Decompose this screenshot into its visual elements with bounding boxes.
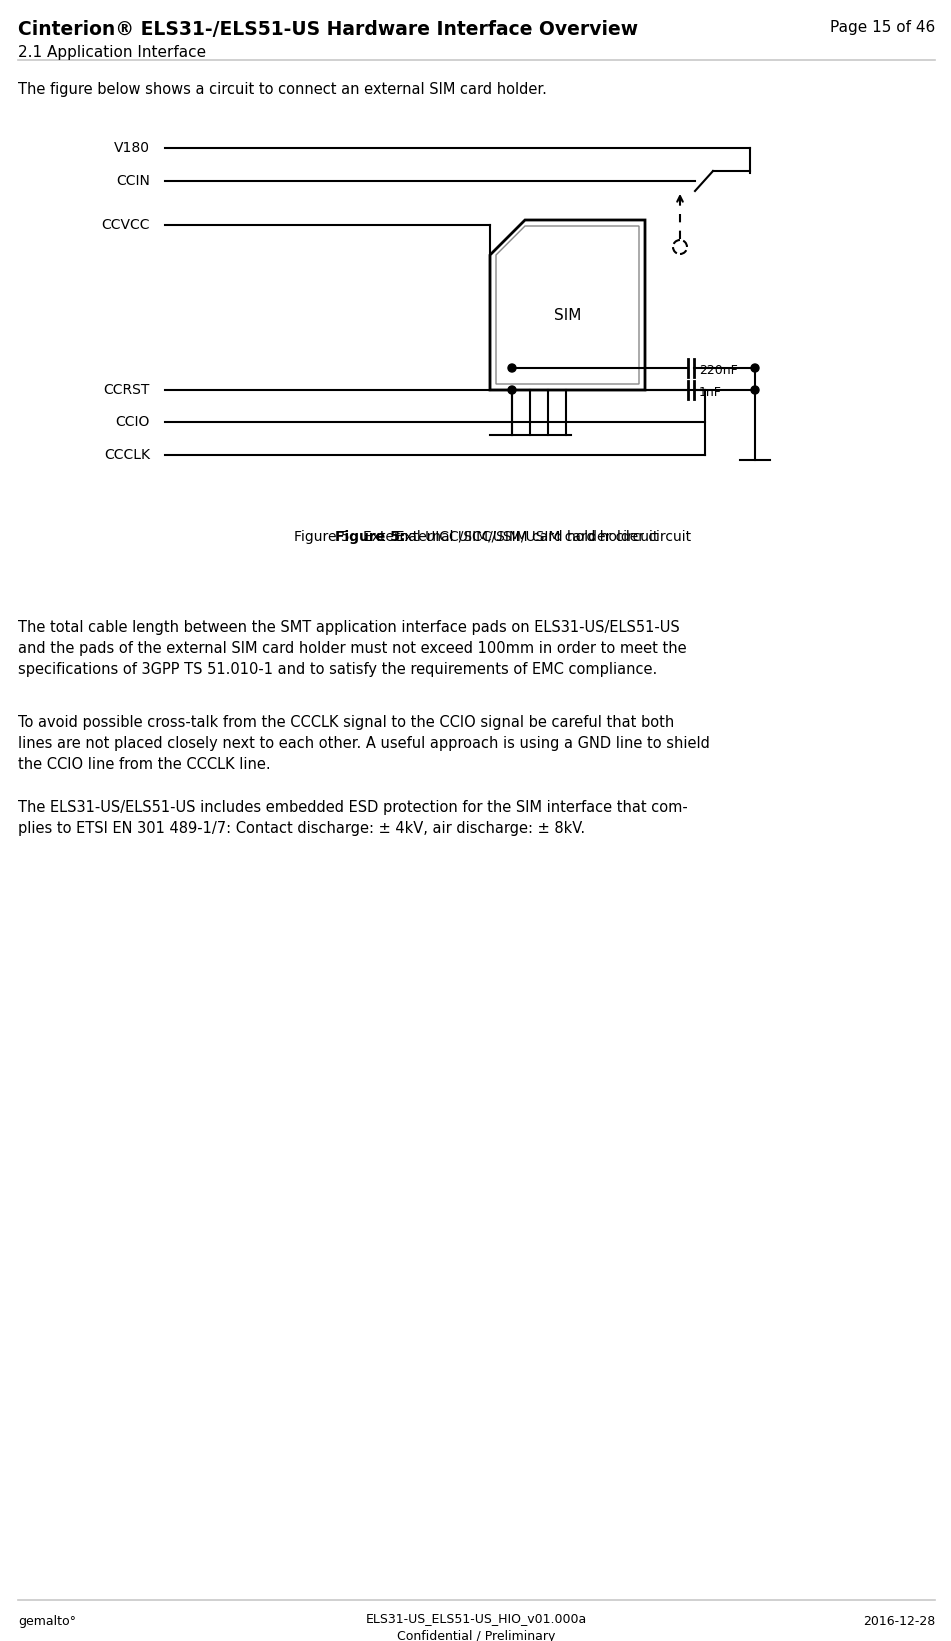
Text: gemalto°: gemalto° <box>18 1615 76 1628</box>
Text: Figure 5:  External UICC/SIM/USIM card holder circuit: Figure 5: External UICC/SIM/USIM card ho… <box>294 530 658 545</box>
Text: The total cable length between the SMT application interface pads on ELS31-US/EL: The total cable length between the SMT a… <box>18 620 687 678</box>
Text: V180: V180 <box>114 141 150 154</box>
Text: Page 15 of 46: Page 15 of 46 <box>830 20 935 34</box>
Text: SIM: SIM <box>553 307 581 323</box>
Text: The ELS31-US/ELS51-US includes embedded ESD protection for the SIM interface tha: The ELS31-US/ELS51-US includes embedded … <box>18 801 688 835</box>
Circle shape <box>751 386 759 394</box>
Text: Figure 5:: Figure 5: <box>335 530 405 545</box>
Text: 2016-12-28: 2016-12-28 <box>863 1615 935 1628</box>
Text: To avoid possible cross-talk from the CCCLK signal to the CCIO signal be careful: To avoid possible cross-talk from the CC… <box>18 715 709 771</box>
Text: 220nF: 220nF <box>699 364 738 377</box>
Circle shape <box>508 364 516 373</box>
Text: CCRST: CCRST <box>104 382 150 397</box>
Text: The figure below shows a circuit to connect an external SIM card holder.: The figure below shows a circuit to conn… <box>18 82 547 97</box>
Text: CCIO: CCIO <box>116 415 150 428</box>
Text: 1nF: 1nF <box>699 386 722 399</box>
Text: ELS31-US_ELS51-US_HIO_v01.000a: ELS31-US_ELS51-US_HIO_v01.000a <box>365 1611 587 1625</box>
Text: CCIN: CCIN <box>116 174 150 189</box>
Circle shape <box>508 386 516 394</box>
Circle shape <box>751 364 759 373</box>
Text: Cinterion® ELS31-/ELS51-US Hardware Interface Overview: Cinterion® ELS31-/ELS51-US Hardware Inte… <box>18 20 638 39</box>
Text: External UICC/SIM/USIM card holder circuit: External UICC/SIM/USIM card holder circu… <box>387 530 691 545</box>
Text: Confidential / Preliminary: Confidential / Preliminary <box>397 1630 555 1641</box>
Text: CCCLK: CCCLK <box>104 448 150 463</box>
Text: 2.1 Application Interface: 2.1 Application Interface <box>18 44 206 61</box>
Text: CCVCC: CCVCC <box>102 218 150 231</box>
